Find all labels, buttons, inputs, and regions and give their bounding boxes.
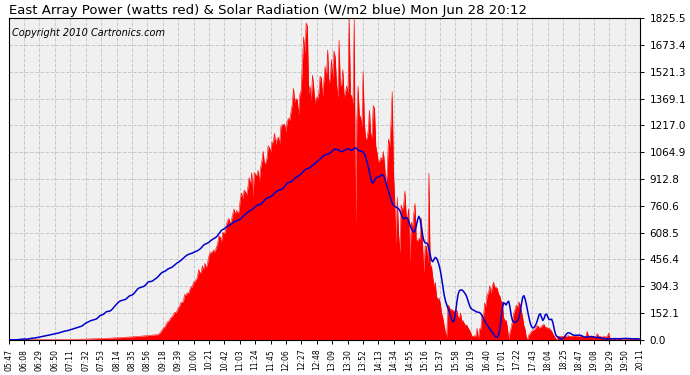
- Text: Copyright 2010 Cartronics.com: Copyright 2010 Cartronics.com: [12, 28, 165, 38]
- Text: East Array Power (watts red) & Solar Radiation (W/m2 blue) Mon Jun 28 20:12: East Array Power (watts red) & Solar Rad…: [9, 4, 526, 17]
